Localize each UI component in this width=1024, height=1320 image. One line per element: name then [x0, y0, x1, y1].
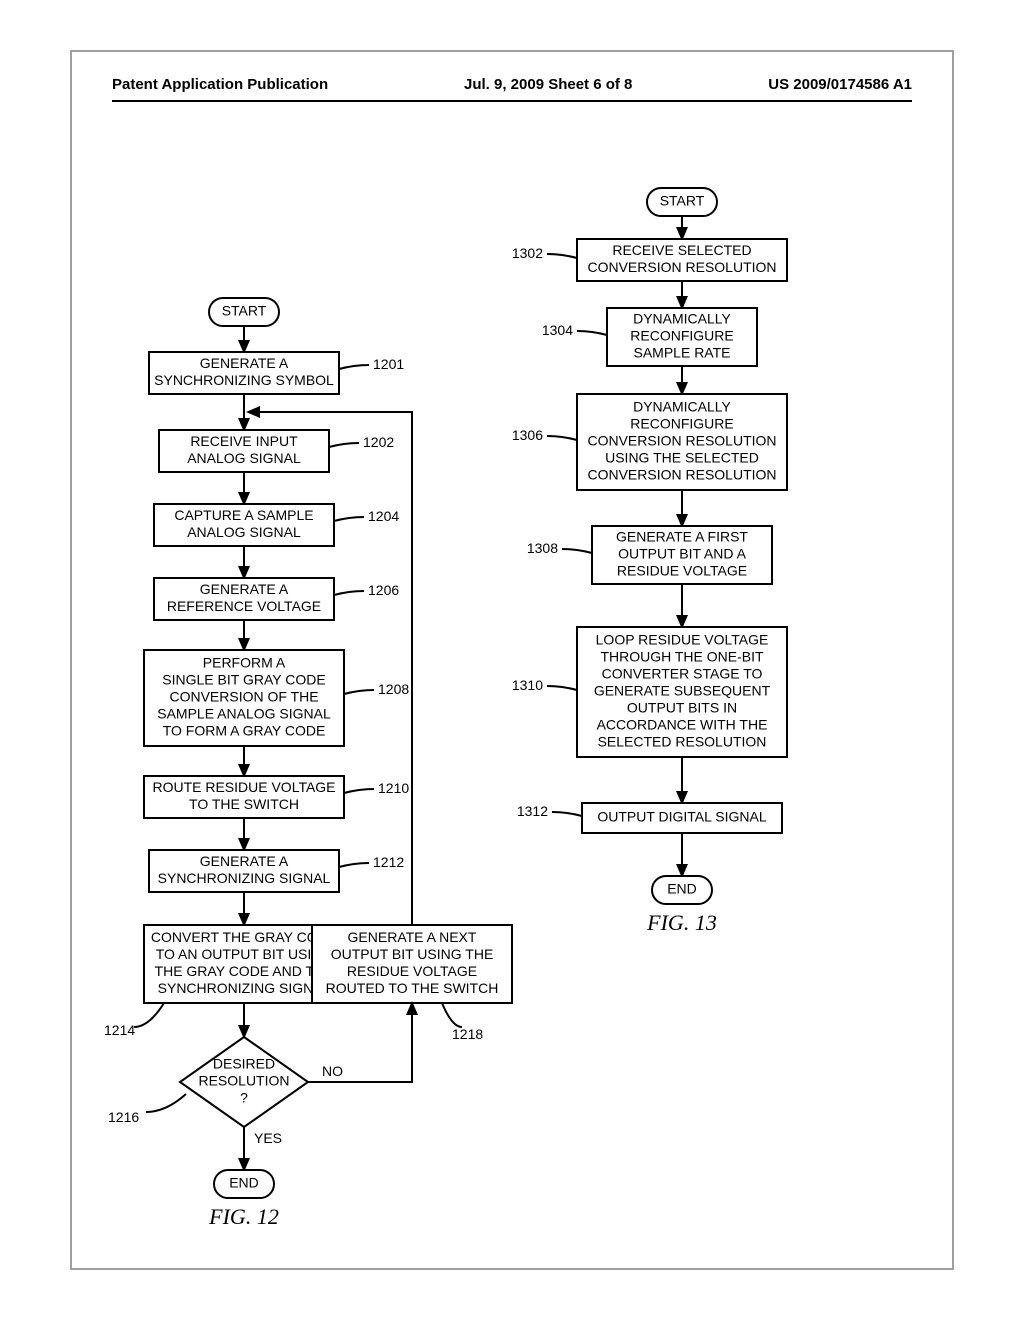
svg-text:THE GRAY CODE AND THE: THE GRAY CODE AND THE — [155, 963, 334, 979]
svg-text:CONVERSION RESOLUTION: CONVERSION RESOLUTION — [587, 259, 776, 275]
svg-text:REFERENCE VOLTAGE: REFERENCE VOLTAGE — [167, 598, 321, 614]
svg-text:FIG. 12: FIG. 12 — [208, 1204, 279, 1229]
svg-text:SAMPLE ANALOG SIGNAL: SAMPLE ANALOG SIGNAL — [157, 706, 331, 722]
svg-text:1201: 1201 — [373, 356, 404, 372]
svg-text:SYNCHRONIZING SYMBOL: SYNCHRONIZING SYMBOL — [154, 372, 334, 388]
svg-text:1208: 1208 — [378, 681, 409, 697]
svg-text:CONVERT THE GRAY CODE: CONVERT THE GRAY CODE — [151, 929, 337, 945]
svg-text:START: START — [660, 193, 705, 209]
svg-text:ACCORDANCE WITH THE: ACCORDANCE WITH THE — [597, 717, 768, 733]
svg-text:DYNAMICALLY: DYNAMICALLY — [633, 399, 731, 415]
header: Patent Application Publication Jul. 9, 2… — [112, 76, 912, 93]
svg-text:TO FORM A GRAY CODE: TO FORM A GRAY CODE — [163, 723, 326, 739]
svg-text:GENERATE SUBSEQUENT: GENERATE SUBSEQUENT — [594, 683, 771, 699]
svg-text:PERFORM A: PERFORM A — [203, 655, 286, 671]
svg-text:SINGLE BIT GRAY CODE: SINGLE BIT GRAY CODE — [162, 672, 325, 688]
svg-text:1310: 1310 — [512, 677, 543, 693]
fig-13: STARTRECEIVE SELECTEDCONVERSION RESOLUTI… — [512, 188, 787, 935]
svg-text:CONVERSION RESOLUTION: CONVERSION RESOLUTION — [587, 467, 776, 483]
svg-text:1210: 1210 — [378, 780, 409, 796]
header-left: Patent Application Publication — [112, 76, 328, 93]
svg-text:GENERATE A: GENERATE A — [200, 581, 289, 597]
svg-text:?: ? — [240, 1090, 248, 1106]
svg-text:ROUTED TO THE SWITCH: ROUTED TO THE SWITCH — [326, 980, 499, 996]
svg-text:END: END — [667, 881, 697, 897]
svg-text:DESIRED: DESIRED — [213, 1056, 275, 1072]
svg-text:NO: NO — [322, 1063, 343, 1079]
svg-text:1312: 1312 — [517, 803, 548, 819]
svg-text:RECEIVE SELECTED: RECEIVE SELECTED — [612, 242, 751, 258]
svg-text:1206: 1206 — [368, 582, 399, 598]
svg-text:1204: 1204 — [368, 508, 399, 524]
svg-text:END: END — [229, 1175, 259, 1191]
svg-text:GENERATE A: GENERATE A — [200, 853, 289, 869]
svg-text:CAPTURE A SAMPLE: CAPTURE A SAMPLE — [174, 507, 313, 523]
svg-text:SAMPLE RATE: SAMPLE RATE — [634, 345, 731, 361]
svg-text:CONVERSION OF THE: CONVERSION OF THE — [169, 689, 318, 705]
svg-text:OUTPUT BITS IN: OUTPUT BITS IN — [627, 700, 737, 716]
svg-text:OUTPUT BIT USING THE: OUTPUT BIT USING THE — [331, 946, 494, 962]
svg-text:SELECTED RESOLUTION: SELECTED RESOLUTION — [598, 734, 767, 750]
svg-text:THROUGH THE ONE-BIT: THROUGH THE ONE-BIT — [600, 649, 764, 665]
svg-text:ROUTE RESIDUE VOLTAGE: ROUTE RESIDUE VOLTAGE — [152, 779, 335, 795]
svg-text:1306: 1306 — [512, 427, 543, 443]
svg-text:ANALOG SIGNAL: ANALOG SIGNAL — [187, 450, 301, 466]
flowchart-svg: STARTGENERATE ASYNCHRONIZING SYMBOL1201R… — [72, 112, 956, 1262]
svg-text:USING THE SELECTED: USING THE SELECTED — [605, 450, 759, 466]
svg-text:1304: 1304 — [542, 322, 573, 338]
svg-text:GENERATE A: GENERATE A — [200, 355, 289, 371]
svg-text:1218: 1218 — [452, 1026, 483, 1042]
svg-text:1308: 1308 — [527, 540, 558, 556]
svg-text:1212: 1212 — [373, 854, 404, 870]
svg-text:RESOLUTION: RESOLUTION — [198, 1073, 289, 1089]
page-frame: Patent Application Publication Jul. 9, 2… — [70, 50, 954, 1270]
svg-text:FIG. 13: FIG. 13 — [646, 910, 717, 935]
svg-text:OUTPUT DIGITAL SIGNAL: OUTPUT DIGITAL SIGNAL — [597, 809, 767, 825]
svg-text:1202: 1202 — [363, 434, 394, 450]
svg-text:LOOP RESIDUE VOLTAGE: LOOP RESIDUE VOLTAGE — [596, 632, 769, 648]
svg-text:ANALOG SIGNAL: ANALOG SIGNAL — [187, 524, 301, 540]
svg-text:TO THE SWITCH: TO THE SWITCH — [189, 796, 299, 812]
svg-text:SYNCHRONIZING SIGNAL: SYNCHRONIZING SIGNAL — [158, 870, 331, 886]
svg-text:GENERATE A NEXT: GENERATE A NEXT — [348, 929, 477, 945]
header-right: US 2009/0174586 A1 — [768, 76, 912, 93]
fig-12: STARTGENERATE ASYNCHRONIZING SYMBOL1201R… — [104, 298, 512, 1229]
svg-text:RESIDUE VOLTAGE: RESIDUE VOLTAGE — [347, 963, 477, 979]
svg-text:START: START — [222, 303, 267, 319]
svg-text:CONVERSION RESOLUTION: CONVERSION RESOLUTION — [587, 433, 776, 449]
svg-text:RECONFIGURE: RECONFIGURE — [630, 416, 733, 432]
svg-text:1216: 1216 — [108, 1109, 139, 1125]
svg-text:GENERATE A FIRST: GENERATE A FIRST — [616, 529, 748, 545]
svg-text:1214: 1214 — [104, 1022, 135, 1038]
svg-text:DYNAMICALLY: DYNAMICALLY — [633, 311, 731, 327]
svg-text:RECEIVE INPUT: RECEIVE INPUT — [190, 433, 298, 449]
svg-text:RECONFIGURE: RECONFIGURE — [630, 328, 733, 344]
svg-text:CONVERTER STAGE TO: CONVERTER STAGE TO — [602, 666, 763, 682]
svg-text:TO AN OUTPUT BIT USING: TO AN OUTPUT BIT USING — [156, 946, 333, 962]
svg-text:1302: 1302 — [512, 245, 543, 261]
header-center: Jul. 9, 2009 Sheet 6 of 8 — [464, 76, 632, 93]
svg-text:YES: YES — [254, 1130, 282, 1146]
svg-text:OUTPUT BIT AND A: OUTPUT BIT AND A — [618, 546, 747, 562]
header-rule — [112, 100, 912, 102]
svg-text:SYNCHRONIZING SIGNAL: SYNCHRONIZING SIGNAL — [158, 980, 331, 996]
svg-text:RESIDUE VOLTAGE: RESIDUE VOLTAGE — [617, 563, 747, 579]
